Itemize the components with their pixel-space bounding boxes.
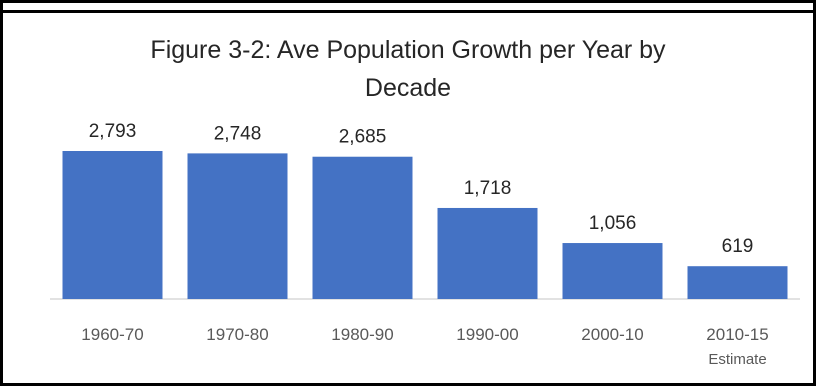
bar-1990-00 [437, 207, 538, 299]
bar-1970-80 [187, 153, 288, 299]
chart-title-line-1: Figure 3-2: Ave Population Growth per Ye… [150, 36, 666, 64]
category-label-1970-80: 1970-80 [206, 325, 268, 344]
data-label-2010-15: 619 [722, 236, 754, 257]
data-label-1980-90: 2,685 [339, 127, 387, 148]
bar-2010-15 [687, 266, 788, 299]
data-label-1960-70: 2,793 [89, 121, 137, 142]
bars-group [62, 151, 788, 299]
category-label-2000-10: 2000-10 [581, 325, 643, 344]
bar-1980-90 [312, 156, 413, 299]
category-label-1990-00: 1990-00 [456, 325, 518, 344]
category-labels-group: 1960-70 1970-80 1980-90 1990-00 2000-10 2010-… [81, 325, 768, 368]
data-label-2000-10: 1,056 [589, 213, 637, 234]
top-rule [3, 3, 813, 13]
chart-title-line-2: Decade [365, 74, 451, 102]
data-label-1970-80: 2,748 [214, 123, 262, 144]
category-sublabel-2010-15: Estimate [708, 351, 766, 368]
data-label-1990-00: 1,718 [464, 178, 512, 199]
value-labels-group: 2,793 2,748 2,685 1,718 1,056 619 [89, 121, 754, 257]
bar-2000-10 [562, 243, 663, 299]
category-label-1980-90: 1980-90 [331, 325, 393, 344]
bar-1960-70 [62, 151, 163, 299]
category-label-1960-70: 1960-70 [81, 325, 143, 344]
category-label-2010-15: 2010-15 [706, 325, 768, 344]
